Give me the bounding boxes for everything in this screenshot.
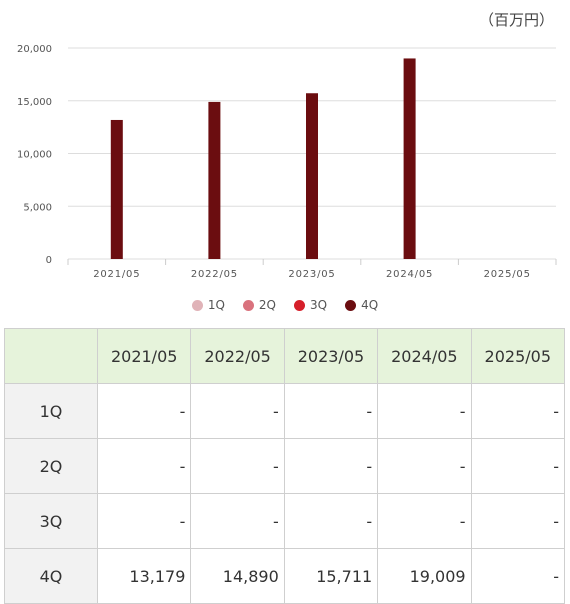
table-cell: - bbox=[190, 383, 285, 439]
legend-label-2q: 2Q bbox=[258, 298, 276, 312]
row-label-4q: 4Q bbox=[4, 548, 98, 604]
table-cell: - bbox=[470, 383, 566, 439]
bar-4q-2021-05 bbox=[110, 119, 123, 259]
table-cell: - bbox=[377, 383, 472, 439]
table-header-2024-05: 2024/05 bbox=[377, 328, 472, 384]
legend-item-1q[interactable]: 1Q bbox=[191, 298, 225, 312]
bar-4q-2023-05 bbox=[306, 93, 318, 259]
row-label-2q: 2Q bbox=[4, 438, 98, 494]
y-tick-label: 10,000 bbox=[17, 150, 52, 161]
bar-4q-2024-05 bbox=[403, 58, 416, 260]
table-cell: - bbox=[470, 493, 566, 549]
table-cell: - bbox=[470, 548, 566, 604]
table-cell: - bbox=[190, 438, 285, 494]
legend-dot-3q bbox=[294, 299, 305, 311]
y-tick-label: 20,000 bbox=[17, 44, 52, 55]
table-header-2023-05: 2023/05 bbox=[283, 328, 379, 384]
x-tick-label: 2025/05 bbox=[484, 269, 531, 280]
bar-4q-2022-05 bbox=[208, 101, 221, 260]
bar-chart: 0 5,000 10,000 15,000 20,000 2021/05 2022/05 20… bbox=[17, 44, 557, 280]
legend-item-2q[interactable]: 2Q bbox=[242, 298, 276, 312]
y-tick-label: 15,000 bbox=[17, 97, 52, 108]
table-cell: - bbox=[283, 493, 379, 549]
table-cell: - bbox=[96, 438, 192, 494]
table-cell: 15,711 bbox=[283, 548, 379, 604]
table-cell: - bbox=[96, 493, 192, 549]
legend-dot-2q bbox=[242, 299, 254, 311]
table-cell: 19,009 bbox=[377, 548, 472, 604]
table-row: 4Q 13,179 14,890 15,711 19,009 - bbox=[4, 548, 566, 604]
legend-label-1q: 1Q bbox=[207, 298, 225, 312]
y-tick-label: 5,000 bbox=[23, 202, 52, 213]
unit-label: （百万円） bbox=[478, 11, 554, 29]
table-header-2025-05: 2025/05 bbox=[470, 328, 566, 384]
table-header-2022-05: 2022/05 bbox=[190, 328, 285, 384]
table-header-2021-05: 2021/05 bbox=[96, 328, 192, 384]
legend-dot-4q bbox=[345, 299, 357, 311]
legend-item-3q[interactable]: 3Q bbox=[294, 298, 327, 312]
table-cell: - bbox=[190, 493, 285, 549]
legend-item-4q[interactable]: 4Q bbox=[345, 298, 378, 312]
table-cell: - bbox=[470, 438, 566, 494]
row-label-3q: 3Q bbox=[4, 493, 98, 549]
table-cell: - bbox=[377, 493, 472, 549]
legend-label-3q: 3Q bbox=[310, 298, 328, 312]
table-cell: - bbox=[283, 383, 379, 439]
table-row: 2Q - - - - - bbox=[4, 438, 566, 494]
table-cell: - bbox=[96, 383, 192, 439]
legend-label-4q: 4Q bbox=[361, 298, 379, 312]
table-cell: 13,179 bbox=[96, 548, 192, 604]
table-row: 1Q - - - - - bbox=[4, 383, 566, 439]
x-tick-label: 2024/05 bbox=[386, 269, 433, 280]
x-tick-label: 2021/05 bbox=[93, 269, 140, 280]
x-tick-label: 2022/05 bbox=[191, 269, 238, 280]
table-row: 3Q - - - - - bbox=[4, 493, 566, 549]
legend-dot-1q bbox=[191, 299, 203, 311]
table-cell: - bbox=[377, 438, 472, 494]
chart-legend: 1Q 2Q 3Q 4Q bbox=[0, 298, 570, 312]
table-cell: - bbox=[283, 438, 379, 494]
table-cell: 14,890 bbox=[190, 548, 285, 604]
row-label-1q: 1Q bbox=[4, 383, 98, 439]
x-tick-label: 2023/05 bbox=[288, 269, 335, 280]
y-tick-label: 0 bbox=[46, 255, 52, 266]
table-header-row: 2021/05 2022/05 2023/05 2024/05 2025/05 bbox=[4, 328, 566, 384]
table-header-corner bbox=[4, 328, 98, 384]
data-table: 2021/05 2022/05 2023/05 2024/05 2025/05 … bbox=[4, 328, 566, 604]
